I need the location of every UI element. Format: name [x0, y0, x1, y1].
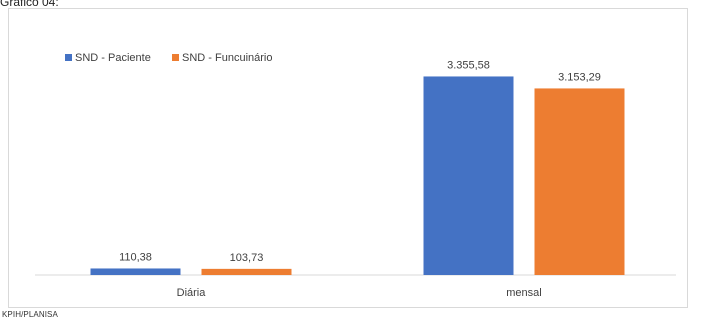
- bars-group: [90, 76, 625, 275]
- legend-label-paciente: SND - Paciente: [75, 52, 151, 64]
- legend-swatch-paciente: [65, 54, 72, 61]
- legend-label-funcionario: SND - Funcuinário: [182, 52, 272, 64]
- value-label-mensal-funcionario: 3.153,29: [558, 71, 601, 83]
- bar-mensal-paciente: [423, 76, 514, 275]
- bar-diaria-paciente: [90, 268, 181, 275]
- category-labels-group: Diária mensal: [177, 287, 542, 299]
- value-label-diaria-paciente: 110,38: [119, 251, 152, 263]
- value-label-mensal-paciente: 3.355,58: [447, 59, 490, 71]
- value-labels-group: 110,38 103,73 3.355,58 3.153,29: [119, 59, 601, 263]
- legend: SND - Paciente SND - Funcuinário: [65, 52, 272, 64]
- category-label-mensal: mensal: [506, 287, 541, 299]
- chart-caption: Gráfico 04:: [0, 0, 59, 9]
- bar-mensal-funcionario: [534, 88, 625, 275]
- value-label-diaria-funcionario: 103,73: [230, 252, 264, 264]
- source-note: KPIH/PLANISA: [2, 310, 58, 319]
- bar-diaria-funcionario: [201, 268, 292, 275]
- category-label-diaria: Diária: [177, 287, 207, 299]
- legend-swatch-funcionario: [172, 54, 179, 61]
